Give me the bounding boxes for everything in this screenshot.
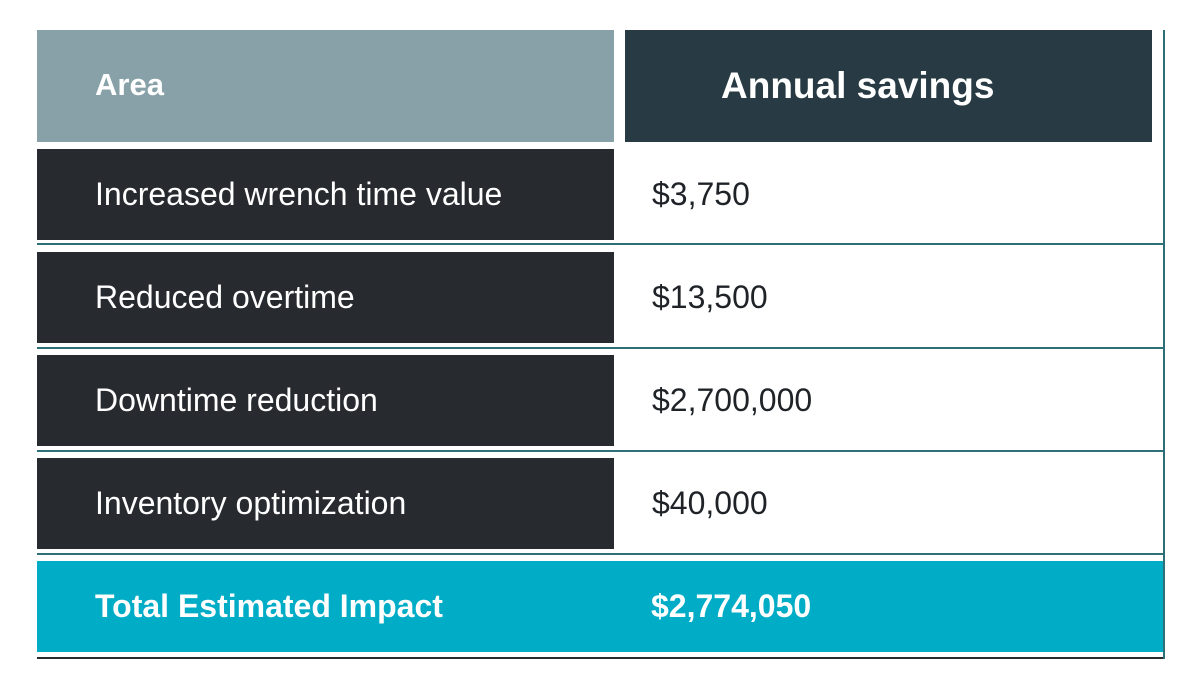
table-bottom-border	[37, 657, 1164, 659]
row-savings-value: $40,000	[617, 458, 1164, 549]
row-savings-value: $2,700,000	[617, 355, 1164, 446]
header-annual-savings: Annual savings	[625, 30, 1152, 142]
row-divider	[37, 450, 1164, 452]
row-savings-value: $13,500	[617, 252, 1164, 343]
row-divider	[37, 553, 1164, 555]
row-area-label: Inventory optimization	[37, 458, 614, 549]
row-divider	[37, 347, 1164, 349]
total-label: Total Estimated Impact	[95, 588, 443, 624]
row-divider	[37, 243, 1164, 245]
row-area-label: Downtime reduction	[37, 355, 614, 446]
row-area-label: Reduced overtime	[37, 252, 614, 343]
row-savings-value: $3,750	[617, 149, 1164, 240]
header-area: Area	[37, 30, 614, 142]
row-area-label: Increased wrench time value	[37, 149, 614, 240]
table-right-border	[1163, 30, 1165, 659]
total-value: $2,774,050	[651, 588, 812, 624]
total-row: Total Estimated Impact $2,774,050	[37, 561, 1164, 652]
